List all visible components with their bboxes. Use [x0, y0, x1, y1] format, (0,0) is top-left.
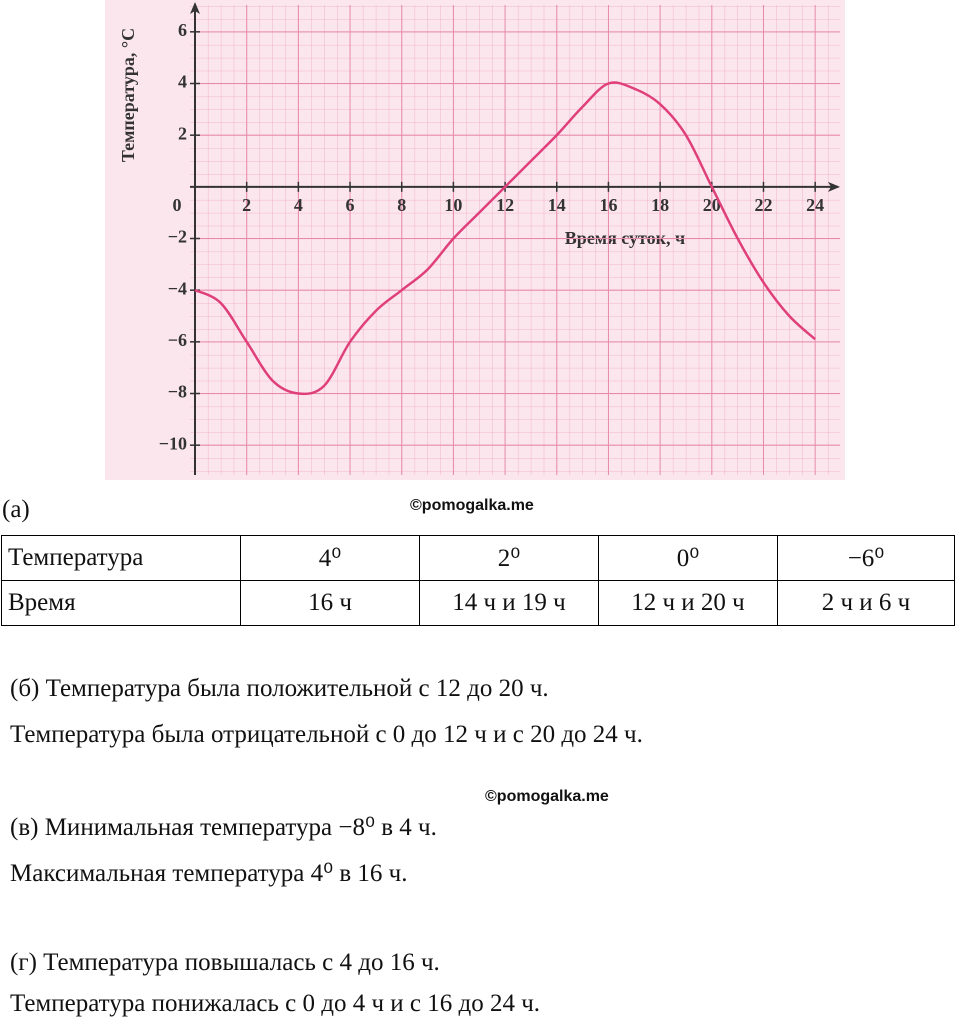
table-row: Время 16 ч 14 ч и 19 ч 12 ч и 20 ч 2 ч и… — [1, 580, 955, 626]
table-cell: Температура — [1, 535, 241, 581]
watermark: ©pomogalka.me — [485, 788, 609, 805]
x-tick-label: 14 — [548, 195, 566, 215]
x-tick-label: 20 — [703, 195, 721, 215]
table-cell: 12 ч и 20 ч — [598, 580, 778, 626]
x-tick-label: 18 — [651, 195, 669, 215]
x-tick-label: 16 — [599, 195, 617, 215]
temperature-line — [194, 81, 816, 396]
x-tick-label: 22 — [754, 195, 772, 215]
paragraph: Температура была отрицательной с 0 до 12… — [10, 721, 643, 748]
table-cell: 14 ч и 19 ч — [419, 580, 599, 626]
x-tick-label: 0 — [173, 195, 182, 215]
y-tick-label: 4 — [178, 72, 187, 92]
watermark: ©pomogalka.me — [410, 497, 534, 514]
y-tick-label: 6 — [178, 20, 187, 40]
table-cell: 2⁰ — [419, 535, 599, 581]
paragraph: (в) Минимальная температура −8⁰ в 4 ч. — [10, 814, 437, 841]
y-tick-label: −2 — [168, 227, 187, 247]
minor-grid — [190, 5, 840, 475]
y-tick-label: −10 — [159, 433, 187, 453]
x-tick-label: 10 — [444, 195, 462, 215]
y-tick-label: 2 — [178, 123, 187, 143]
chart: Температура, °С Время суток, ч −10−8−6−4… — [105, 0, 845, 480]
table-cell: −6⁰ — [777, 535, 955, 581]
y-tick-label: −8 — [168, 382, 187, 402]
x-axis-arrow — [828, 181, 840, 192]
answer-table: Температура 4⁰ 2⁰ 0⁰ −6⁰ Время 16 ч 14 ч… — [1, 535, 955, 626]
table-row: Температура 4⁰ 2⁰ 0⁰ −6⁰ — [1, 535, 955, 581]
x-tick-label: 24 — [806, 195, 824, 215]
table-cell: 4⁰ — [240, 535, 420, 581]
x-tick-label: 6 — [346, 195, 355, 215]
paragraph: Максимальная температура 4⁰ в 16 ч. — [10, 860, 408, 887]
table-cell: 16 ч — [240, 580, 420, 626]
y-axis-label: Температура, °С — [118, 28, 138, 162]
y-axis-arrow — [190, 2, 200, 14]
x-tick-label: 8 — [397, 195, 406, 215]
paragraph: Температура понижалась с 0 до 4 ч и с 16… — [10, 990, 541, 1017]
paragraph: (б) Температура была положительной с 12 … — [10, 675, 549, 702]
table-cell: 0⁰ — [598, 535, 778, 581]
y-tick-label: −4 — [168, 278, 187, 298]
x-tick-label: 2 — [242, 195, 251, 215]
x-tick-label: 4 — [294, 195, 303, 215]
y-tick-label: −6 — [168, 330, 187, 350]
table-cell: 2 ч и 6 ч — [777, 580, 955, 626]
table-cell: Время — [1, 580, 241, 626]
x-tick-label: 12 — [496, 195, 514, 215]
caption: (а) — [2, 496, 30, 523]
paragraph: (г) Температура повышалась с 4 до 16 ч. — [10, 949, 440, 976]
